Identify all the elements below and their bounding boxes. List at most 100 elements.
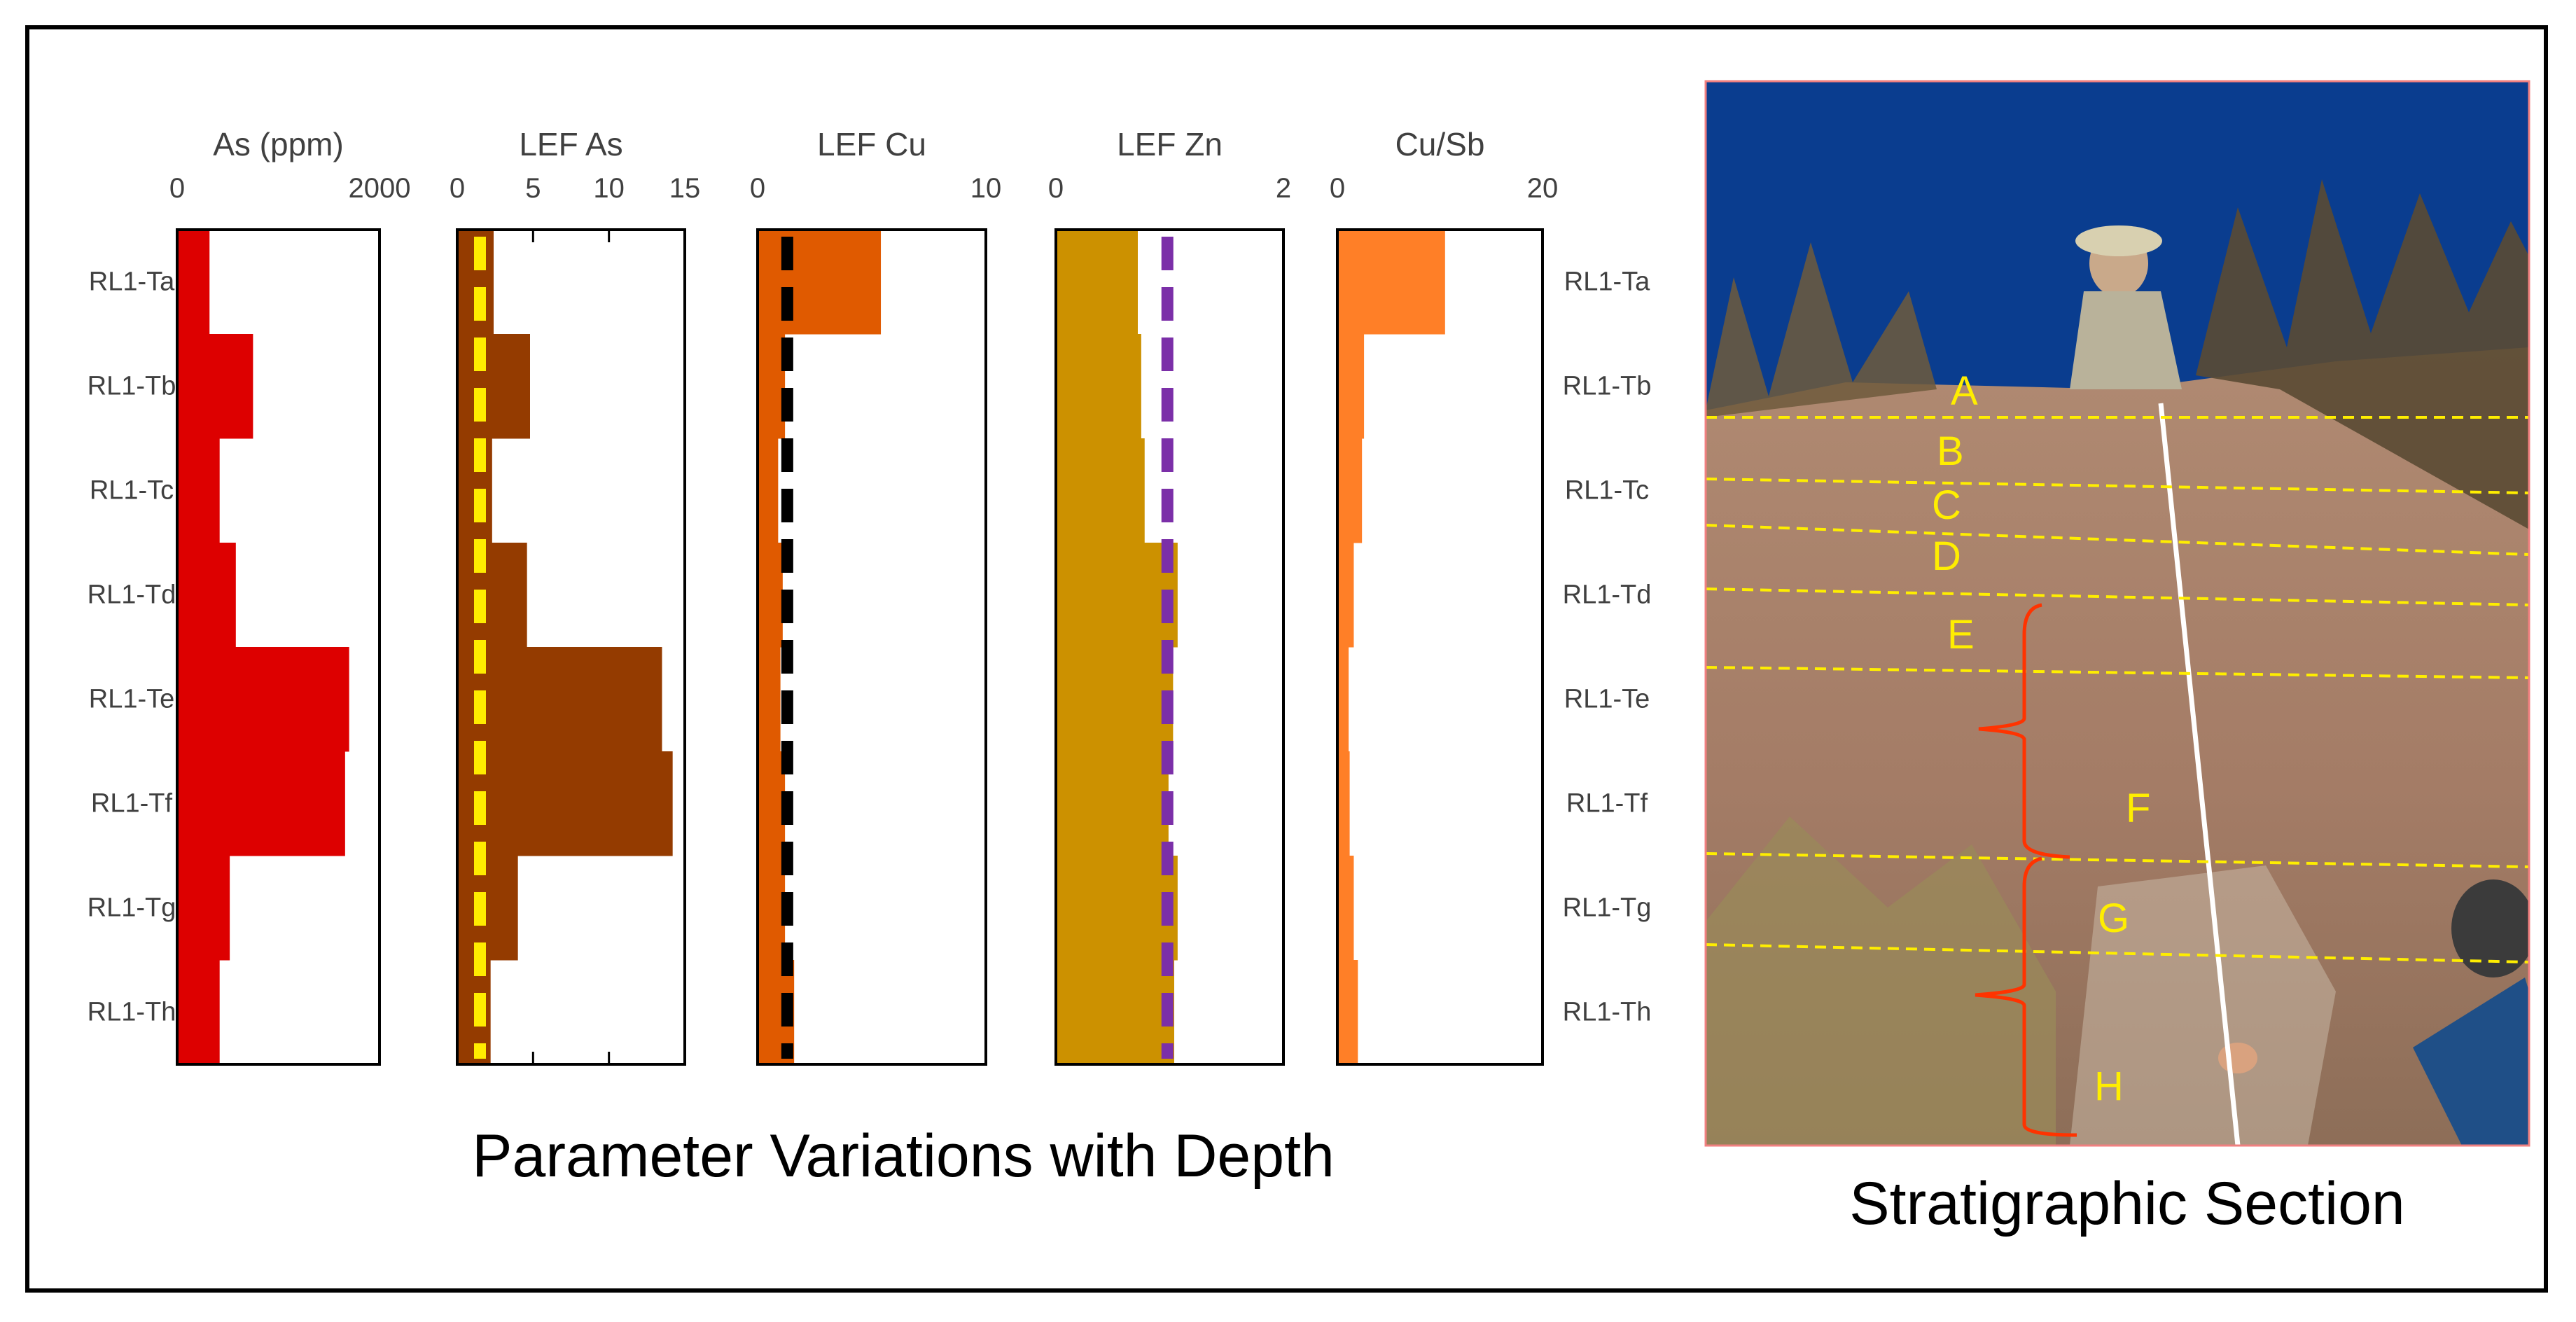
sample-label-right: RL1-Tf <box>1566 789 1648 819</box>
bar-RL1-Tf <box>1337 751 1350 856</box>
bar-RL1-Th <box>1056 960 1174 1065</box>
bar-RL1-Tc <box>1337 438 1363 543</box>
axis-frame <box>456 228 686 1066</box>
sample-label-right: RL1-Te <box>1564 685 1650 714</box>
panel-title: LEF Zn <box>1117 126 1223 162</box>
bar-RL1-Tc <box>177 438 220 543</box>
bar-RL1-Tg <box>457 856 518 961</box>
panel-title: LEF Cu <box>817 126 926 162</box>
bar-RL1-Th <box>1337 960 1358 1065</box>
dry-grass-left <box>1706 242 1937 417</box>
layer-label-h: H <box>2094 1064 2124 1109</box>
bar-RL1-Te <box>1337 647 1349 752</box>
sample-label-right: RL1-Tc <box>1565 476 1649 506</box>
panel-lef-zn: LEF Zn 0 2 <box>1048 126 1291 1066</box>
layer-boundary <box>1706 587 2529 606</box>
axis-frame <box>756 228 987 1066</box>
sample-label-right: RL1-Th <box>1563 998 1652 1027</box>
panel-title: LEF As <box>519 126 622 162</box>
bar-RL1-Tc <box>758 438 779 543</box>
panel-title: As (ppm) <box>213 126 344 162</box>
bar-RL1-Tb <box>177 334 253 439</box>
layer-boundary <box>1706 666 2529 679</box>
bar-RL1-Tb <box>1056 334 1141 439</box>
photo-border <box>1704 80 2530 1147</box>
bar-RL1-Te <box>177 647 349 752</box>
tick-label: 0 <box>1048 173 1064 204</box>
bar-RL1-Tf <box>1056 751 1169 856</box>
sample-label-left: RL1-Ta <box>89 267 175 297</box>
tick-label: 2000 <box>349 173 411 204</box>
bar-RL1-Td <box>177 543 236 648</box>
bar-RL1-Td <box>758 543 783 648</box>
layer-boundary <box>1706 852 2529 868</box>
axis-frame <box>1336 228 1544 1066</box>
bar-RL1-Tb <box>457 334 530 439</box>
bar-RL1-Te <box>457 647 662 752</box>
bar-RL1-Td <box>457 543 527 648</box>
bracket-lower <box>1975 856 2077 1137</box>
sample-label-left: RL1-Th <box>88 998 176 1027</box>
right-caption: Stratigraphic Section <box>1849 1170 2405 1237</box>
worker-head <box>2451 879 2529 977</box>
bar-RL1-Tc <box>1056 438 1145 543</box>
panel-cu-sb: Cu/Sb 0 20 <box>1330 126 1559 1066</box>
axis-frame <box>1054 228 1285 1066</box>
panel-title: Cu/Sb <box>1395 126 1485 162</box>
bar-RL1-Ta <box>758 230 882 335</box>
measuring-tape <box>2158 403 2241 1146</box>
bar-RL1-Te <box>1056 647 1174 752</box>
tick-label: 0 <box>750 173 765 204</box>
sample-label-right: RL1-Tg <box>1563 893 1652 923</box>
sample-label-right: RL1-Td <box>1563 580 1652 610</box>
depth-profile-charts: RL1-Ta RL1-Ta RL1-Tb RL1-Tb RL1-Tc RL1-Tc RL1-… <box>88 126 1652 1066</box>
layer-boundary <box>1706 478 2529 494</box>
worker-body <box>2413 977 2529 1146</box>
grass-foreground <box>1706 816 2056 1146</box>
bar-RL1-Tg <box>1337 856 1354 961</box>
bar-RL1-Ta <box>177 230 210 335</box>
panel-lef-as: LEF As 0 5 10 15 <box>450 126 701 1066</box>
bar-RL1-Tg <box>758 856 786 961</box>
layer-label-b: B <box>1937 429 1964 474</box>
layer-label-d: D <box>1932 534 1961 579</box>
person-body <box>2070 291 2182 389</box>
layer-label-g: G <box>2098 896 2129 941</box>
bracket-upper <box>1978 603 2070 859</box>
axis-frame <box>176 228 381 1066</box>
pale-patch <box>2070 865 2336 1146</box>
bar-RL1-Tb <box>758 334 786 439</box>
panel-lef-cu: LEF Cu 0 10 <box>750 126 1002 1066</box>
sample-label-left: RL1-Tc <box>90 476 174 506</box>
bar-RL1-Tf <box>457 751 673 856</box>
bar-RL1-Tg <box>177 856 230 961</box>
bar-RL1-Tg <box>1056 856 1178 961</box>
bar-RL1-Tf <box>758 751 786 856</box>
layer-label-c: C <box>1932 482 1961 528</box>
layer-label-f: F <box>2126 786 2150 831</box>
tick-label: 10 <box>970 173 1002 204</box>
worker-hand <box>2218 1043 2257 1073</box>
sample-label-left: RL1-Td <box>88 580 176 610</box>
dry-grass-right <box>2196 179 2529 529</box>
bar-RL1-Th <box>177 960 220 1065</box>
bar-RL1-Tf <box>177 751 345 856</box>
tick-label: 0 <box>169 173 185 204</box>
sample-label-left: RL1-Tf <box>91 789 173 819</box>
tick-label: 5 <box>525 173 541 204</box>
bar-RL1-Tb <box>1337 334 1365 439</box>
bar-RL1-Ta <box>1337 230 1445 335</box>
layer-boundary <box>1706 524 2529 556</box>
sample-label-right: RL1-Tb <box>1563 372 1652 401</box>
left-caption: Parameter Variations with Depth <box>472 1122 1335 1190</box>
tick-label: 10 <box>593 173 625 204</box>
sample-label-left: RL1-Te <box>89 685 175 714</box>
layer-label-a: A <box>1951 368 1978 414</box>
tick-label: 15 <box>669 173 701 204</box>
sample-label-left: RL1-Tb <box>88 372 176 401</box>
bar-RL1-Ta <box>1056 230 1138 335</box>
tick-label: 20 <box>1527 173 1559 204</box>
